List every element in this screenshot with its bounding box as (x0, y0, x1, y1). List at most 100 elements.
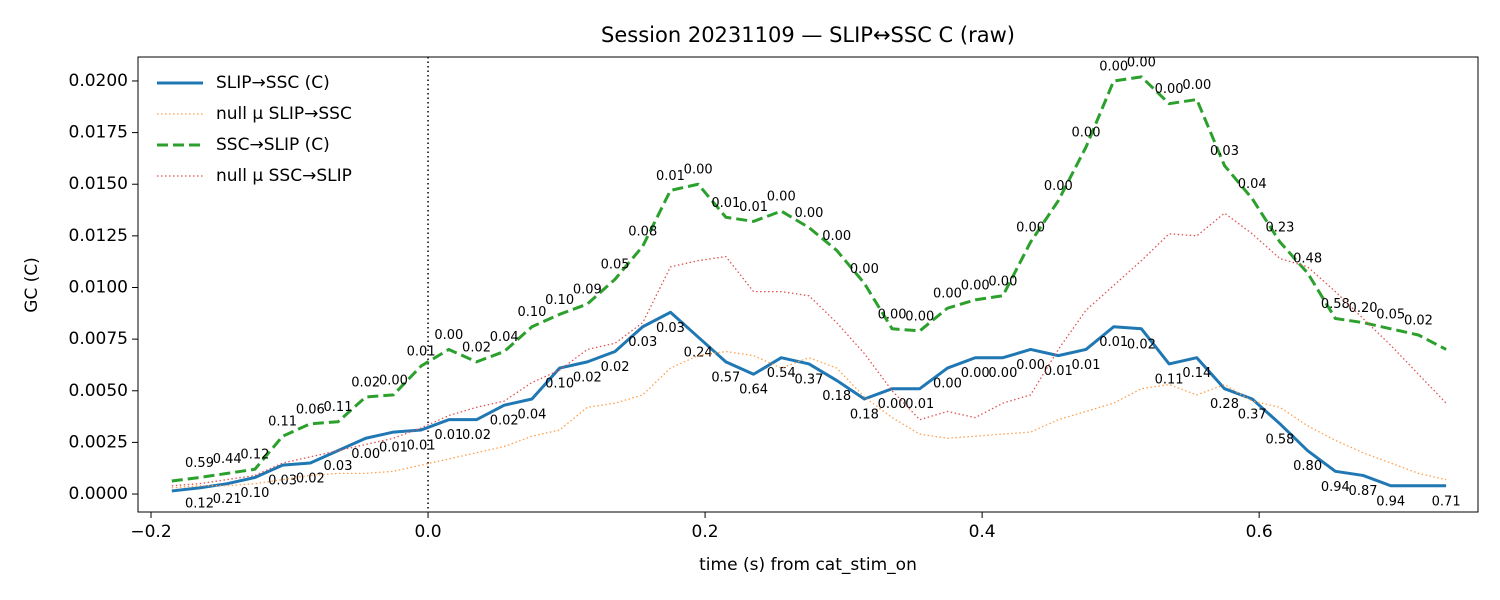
y-tick-label: 0.0200 (69, 71, 128, 91)
point-label: 0.28 (1210, 397, 1239, 412)
point-label: 0.10 (517, 305, 546, 320)
legend-label: SSC→SLIP (C) (216, 135, 330, 155)
point-label: 0.11 (1155, 372, 1184, 387)
x-tick-label: −0.2 (130, 522, 171, 542)
point-label: 0.01 (407, 344, 436, 359)
legend-label: null µ SSC→SLIP (216, 166, 352, 186)
point-label: 0.01 (656, 169, 685, 184)
x-tick-label: 0.0 (415, 522, 442, 542)
point-label: 0.01 (1044, 364, 1073, 379)
x-axis-label: time (s) from cat_stim_on (699, 555, 917, 575)
point-label: 0.03 (656, 321, 685, 336)
point-label: 0.18 (822, 389, 851, 404)
series-line (171, 212, 1447, 487)
point-label: 0.00 (988, 366, 1017, 381)
point-label: 0.20 (1349, 301, 1378, 316)
point-label: 0.94 (1376, 494, 1405, 509)
series-line (171, 350, 1447, 489)
point-label: 0.05 (1376, 307, 1405, 322)
plot-frame (137, 56, 1479, 513)
point-label: 0.00 (1044, 179, 1073, 194)
point-label: 0.05 (601, 258, 630, 273)
point-label: 0.00 (767, 190, 796, 205)
point-label: 0.03 (1210, 144, 1239, 159)
point-label: 0.10 (545, 377, 574, 392)
point-label: 0.00 (1182, 78, 1211, 93)
y-tick-label: 0.0075 (69, 329, 128, 349)
point-label: 0.01 (407, 439, 436, 454)
point-label: 0.08 (628, 225, 657, 240)
point-label: 0.00 (878, 397, 907, 412)
point-label: 0.01 (1099, 335, 1128, 350)
y-tick-label: 0.0050 (69, 381, 128, 401)
point-label: 0.02 (351, 375, 380, 390)
point-label: 0.37 (794, 372, 823, 387)
point-label: 0.18 (850, 408, 879, 423)
point-label: 0.59 (185, 456, 214, 471)
point-label: 0.01 (905, 397, 934, 412)
point-label: 0.23 (1265, 221, 1294, 236)
y-tick-label: 0.0125 (69, 226, 128, 246)
x-tick-label: 0.4 (969, 522, 996, 542)
point-label: 0.57 (711, 370, 740, 385)
point-label: 0.00 (878, 307, 907, 322)
point-label: 0.11 (268, 415, 297, 430)
point-label: 0.48 (1293, 252, 1322, 267)
point-label: 0.00 (961, 366, 990, 381)
point-label: 0.00 (822, 229, 851, 244)
chart-title: Session 20231109 — SLIP↔SSC C (raw) (601, 23, 1015, 47)
x-tick-label: 0.2 (692, 522, 719, 542)
point-label: 0.12 (240, 448, 269, 463)
legend-label: SLIP→SSC (C) (216, 73, 330, 93)
point-label: 0.00 (379, 373, 408, 388)
point-label: 0.12 (185, 496, 214, 511)
point-label: 0.00 (905, 309, 934, 324)
point-label: 0.00 (1127, 55, 1156, 70)
point-label: 0.14 (1182, 366, 1211, 381)
y-tick-label: 0.0000 (69, 484, 128, 504)
point-label: 0.64 (739, 383, 768, 398)
point-label: 0.01 (1072, 358, 1101, 373)
point-label: 0.02 (296, 472, 325, 487)
point-label: 0.21 (213, 492, 242, 507)
point-label: 0.00 (1072, 126, 1101, 141)
point-label: 0.00 (684, 163, 713, 178)
point-label: 0.03 (268, 474, 297, 489)
point-label: 0.02 (601, 360, 630, 375)
point-label: 0.04 (1238, 177, 1267, 192)
point-label: 0.94 (1321, 480, 1350, 495)
point-label: 0.10 (545, 293, 574, 308)
x-tick-label: 0.6 (1246, 522, 1273, 542)
point-label: 0.01 (434, 428, 463, 443)
point-label: 0.00 (351, 447, 380, 462)
point-label: 0.09 (573, 283, 602, 298)
point-label: 0.01 (379, 441, 408, 456)
point-label: 0.04 (517, 408, 546, 423)
point-label: 0.00 (434, 328, 463, 343)
point-label: 0.02 (490, 414, 519, 429)
point-label: 0.37 (1238, 408, 1267, 423)
point-label: 0.00 (933, 287, 962, 302)
point-label: 0.02 (1127, 337, 1156, 352)
point-label: 0.11 (324, 400, 353, 415)
point-label: 0.80 (1293, 459, 1322, 474)
point-label: 0.87 (1349, 484, 1378, 499)
point-label: 0.00 (961, 278, 990, 293)
point-label: 0.54 (767, 366, 796, 381)
point-label: 0.02 (462, 340, 491, 355)
y-tick-label: 0.0100 (69, 277, 128, 297)
point-label: 0.03 (324, 459, 353, 474)
point-label: 0.00 (794, 206, 823, 221)
point-label: 0.00 (850, 262, 879, 277)
point-label: 0.02 (573, 370, 602, 385)
point-label: 0.02 (462, 428, 491, 443)
point-label: 0.04 (490, 330, 519, 345)
point-label: 0.06 (296, 402, 325, 417)
point-label: 0.00 (1016, 358, 1045, 373)
point-label: 0.58 (1265, 432, 1294, 447)
point-label: 0.00 (933, 377, 962, 392)
point-label: 0.00 (988, 274, 1017, 289)
